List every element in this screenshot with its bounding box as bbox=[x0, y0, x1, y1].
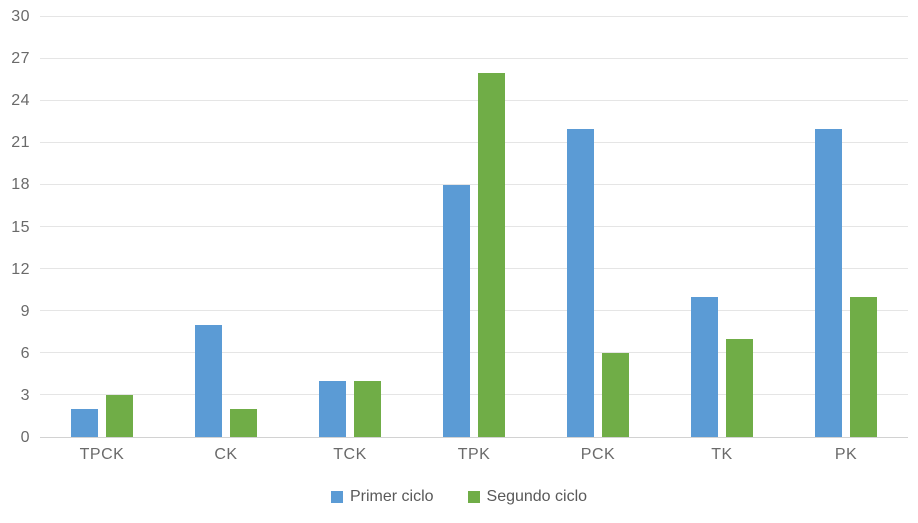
legend-swatch bbox=[330, 491, 343, 503]
y-tick-label-18: 18 bbox=[11, 176, 30, 194]
x-tick-label-pck: PCK bbox=[580, 446, 616, 463]
gridline bbox=[40, 142, 908, 143]
bar-segundo-ciclo-ck bbox=[230, 409, 257, 437]
gridline bbox=[40, 352, 908, 353]
bar-group-ck bbox=[164, 17, 288, 437]
bar-primer-ciclo-pk bbox=[815, 129, 842, 437]
gridline bbox=[40, 268, 908, 269]
gridline bbox=[40, 184, 908, 185]
bar-group-tpck bbox=[40, 17, 164, 437]
bar-primer-ciclo-tk bbox=[691, 297, 718, 437]
bar-primer-ciclo-pck bbox=[567, 129, 594, 437]
y-tick-label-21: 21 bbox=[11, 134, 30, 152]
x-tick-label-tpck: TPCK bbox=[79, 446, 125, 463]
plot-area bbox=[40, 16, 908, 438]
bar-segundo-ciclo-tk bbox=[726, 339, 753, 437]
x-tick-label-tck: TCK bbox=[333, 446, 367, 463]
y-tick-label-30: 30 bbox=[11, 8, 30, 25]
bar-group-pck bbox=[536, 17, 660, 437]
bar-primer-ciclo-tpck bbox=[71, 409, 98, 437]
bar-primer-ciclo-tck bbox=[319, 381, 346, 437]
bar-group-tck bbox=[288, 17, 412, 437]
y-tick-label-3: 3 bbox=[20, 386, 30, 404]
gridline bbox=[40, 58, 908, 59]
y-tick-label-27: 27 bbox=[11, 50, 30, 68]
y-tick-label-9: 9 bbox=[20, 302, 30, 320]
legend-label: Primer ciclo bbox=[349, 488, 434, 505]
y-tick-label-24: 24 bbox=[11, 92, 30, 110]
gridline bbox=[40, 100, 908, 101]
y-tick-label-12: 12 bbox=[11, 260, 30, 278]
bar-primer-ciclo-tpk bbox=[443, 185, 470, 437]
x-tick-label-pk: PK bbox=[834, 446, 858, 463]
bar-segundo-ciclo-pck bbox=[602, 353, 629, 437]
y-tick-label-6: 6 bbox=[20, 344, 30, 362]
bar-group-pk bbox=[784, 17, 908, 437]
x-tick-label-tk: TK bbox=[711, 446, 733, 463]
bar-segundo-ciclo-tpk bbox=[478, 73, 505, 437]
gridline bbox=[40, 226, 908, 227]
x-axis: TPCK CK TCK TPK PCK TK PK bbox=[40, 446, 908, 464]
y-axis: 0 3 6 9 12 15 18 21 24 27 30 bbox=[0, 9, 32, 446]
y-tick-label-15: 15 bbox=[11, 218, 30, 236]
bar-primer-ciclo-ck bbox=[195, 325, 222, 437]
x-tick-label-ck: CK bbox=[214, 446, 238, 463]
gridline bbox=[40, 16, 908, 17]
x-tick-label-tpk: TPK bbox=[457, 446, 491, 463]
legend-item-primer-ciclo: Primer ciclo bbox=[330, 488, 434, 506]
bar-segundo-ciclo-tck bbox=[354, 381, 381, 437]
legend-swatch bbox=[467, 491, 480, 503]
y-tick-label-0: 0 bbox=[20, 429, 30, 446]
bar-group-tpk bbox=[412, 17, 536, 437]
bar-group-tk bbox=[660, 17, 784, 437]
legend: Primer ciclo Segundo ciclo bbox=[0, 488, 918, 506]
bar-segundo-ciclo-tpck bbox=[106, 395, 133, 437]
legend-label: Segundo ciclo bbox=[486, 488, 588, 505]
legend-item-segundo-ciclo: Segundo ciclo bbox=[467, 488, 588, 506]
bar-segundo-ciclo-pk bbox=[850, 297, 877, 437]
gridline bbox=[40, 310, 908, 311]
gridline bbox=[40, 394, 908, 395]
